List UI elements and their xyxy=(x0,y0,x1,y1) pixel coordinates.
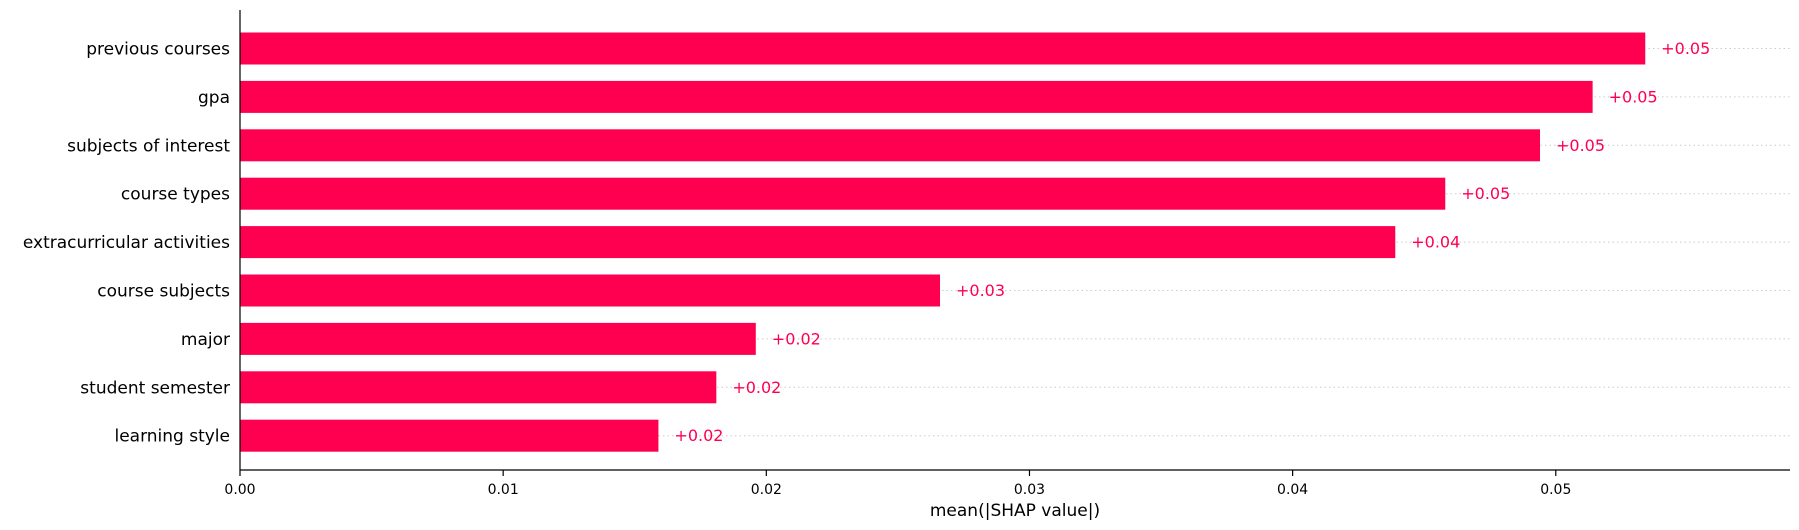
bar xyxy=(240,177,1446,210)
value-labels-group: +0.05 +0.05 +0.05 +0.05 +0.04 +0.03 +0.02 +0.02… xyxy=(674,39,1710,445)
y-tick-label: extracurricular activities xyxy=(23,233,230,253)
value-label: +0.02 xyxy=(674,426,723,445)
x-tick-label: 0.00 xyxy=(224,482,255,498)
bar xyxy=(240,226,1396,259)
y-tick-label: major xyxy=(181,330,230,350)
bar xyxy=(240,80,1593,113)
y-tick-label: previous courses xyxy=(86,40,230,60)
y-tick-label: learning style xyxy=(114,427,230,447)
x-tick-label: 0.05 xyxy=(1540,482,1571,498)
bar xyxy=(240,32,1646,65)
value-label: +0.05 xyxy=(1461,184,1510,203)
y-tick-label: gpa xyxy=(198,88,230,108)
bar xyxy=(240,371,717,404)
value-label: +0.05 xyxy=(1556,136,1605,155)
bar xyxy=(240,129,1540,162)
y-tick-label: student semester xyxy=(80,378,230,398)
y-tick-label: course types xyxy=(121,185,230,205)
bar xyxy=(240,322,756,355)
x-tick-label: 0.01 xyxy=(488,482,519,498)
y-tick-label: subjects of interest xyxy=(67,136,230,156)
value-label: +0.03 xyxy=(956,281,1005,300)
value-label: +0.04 xyxy=(1411,233,1460,252)
value-label: +0.05 xyxy=(1661,39,1710,58)
y-labels-group: previous courses gpa subjects of interest c… xyxy=(23,40,230,447)
x-ticks-group: 0.00 0.01 0.02 0.03 0.04 0.05 xyxy=(224,470,1571,498)
value-label: +0.02 xyxy=(772,329,821,348)
x-tick-label: 0.03 xyxy=(1014,482,1045,498)
x-tick-label: 0.02 xyxy=(751,482,782,498)
value-label: +0.02 xyxy=(732,378,781,397)
x-axis-label: mean(|SHAP value|) xyxy=(930,501,1100,521)
y-tick-label: course subjects xyxy=(97,282,230,302)
x-tick-label: 0.04 xyxy=(1277,482,1308,498)
bar xyxy=(240,419,659,452)
value-label: +0.05 xyxy=(1609,87,1658,106)
bars-group xyxy=(240,32,1646,452)
bar xyxy=(240,274,940,307)
